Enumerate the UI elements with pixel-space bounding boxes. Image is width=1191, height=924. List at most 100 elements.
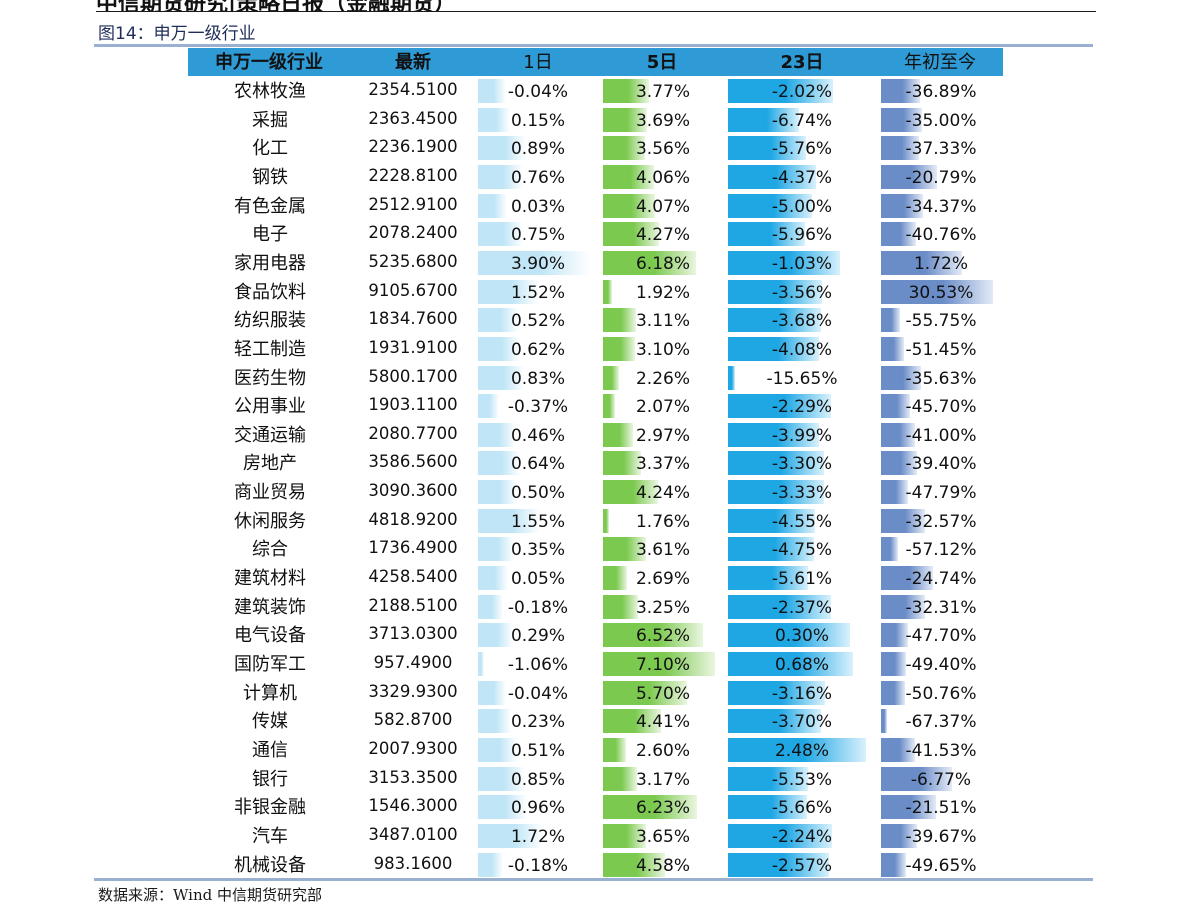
d1-cell: -0.18% xyxy=(478,594,598,619)
d5-bar xyxy=(603,107,648,132)
latest-value: 2007.9300 xyxy=(368,738,458,758)
d1-cell: 0.62% xyxy=(478,336,598,361)
d5-bar xyxy=(603,193,655,218)
d5-cell: 6.23% xyxy=(603,795,723,820)
industry-name: 公用事业 xyxy=(234,396,306,418)
d5-cell: 2.60% xyxy=(603,737,723,762)
d5-cell: 3.56% xyxy=(603,136,723,161)
d1-bar xyxy=(478,451,521,476)
d23-value: -5.61% xyxy=(771,569,833,590)
latest-value: 983.1600 xyxy=(373,853,453,873)
d23-value: -4.75% xyxy=(771,540,833,561)
latest-value: 2080.7700 xyxy=(368,423,458,443)
ytd-value: -37.33% xyxy=(905,139,977,160)
industry-name: 传媒 xyxy=(252,711,288,733)
d23-cell: -15.65% xyxy=(728,365,876,390)
industry-name: 钢铁 xyxy=(252,166,288,188)
d5-value: 1.92% xyxy=(635,282,690,303)
d23-value: -6.74% xyxy=(771,110,833,131)
d5-bar xyxy=(603,537,646,562)
d1-bar xyxy=(478,107,510,132)
d1-bar xyxy=(478,652,484,676)
d5-cell: 3.65% xyxy=(603,823,723,848)
d5-value: 6.18% xyxy=(635,253,690,274)
d23-bar xyxy=(728,537,814,562)
d1-value: -0.18% xyxy=(507,597,569,618)
d5-value: 6.23% xyxy=(635,798,690,819)
d1-bar xyxy=(478,823,544,848)
d23-cell: -3.16% xyxy=(728,680,876,705)
d23-bar xyxy=(728,823,832,848)
d23-cell: -5.66% xyxy=(728,795,876,820)
d1-cell: 0.15% xyxy=(478,107,598,132)
table-row: 农林牧渔 2354.5100 -0.04% 3.77% -2.02% -36.89% xyxy=(0,77,1191,106)
d5-cell: 3.69% xyxy=(603,107,723,132)
industry-name: 汽车 xyxy=(252,825,288,847)
table-row: 电子 2078.2400 0.75% 4.27% -5.96% -40.76% xyxy=(0,220,1191,249)
industry-name: 机械设备 xyxy=(234,854,306,876)
d5-cell: 2.69% xyxy=(603,566,723,591)
d5-value: 5.70% xyxy=(635,683,690,704)
d1-value: 0.52% xyxy=(510,311,565,332)
ytd-bar xyxy=(881,823,917,848)
d5-cell: 5.70% xyxy=(603,680,723,705)
d5-value: 3.56% xyxy=(635,139,690,160)
d1-cell: 0.89% xyxy=(478,136,598,161)
ytd-bar xyxy=(881,709,887,734)
d5-bar xyxy=(603,336,636,361)
latest-value: 582.8700 xyxy=(373,710,453,730)
ytd-value: -51.45% xyxy=(905,339,977,360)
d5-value: 1.76% xyxy=(635,511,690,532)
industry-name: 家用电器 xyxy=(234,252,306,274)
d1-value: -0.18% xyxy=(507,855,569,876)
table-row: 建筑材料 4258.5400 0.05% 2.69% -5.61% -24.74% xyxy=(0,564,1191,593)
d1-value: 0.83% xyxy=(510,368,565,389)
d5-cell: 4.27% xyxy=(603,222,723,247)
d23-value: -2.02% xyxy=(771,82,833,102)
ytd-cell: -35.63% xyxy=(881,365,1001,390)
table-row: 钢铁 2228.8100 0.76% 4.06% -4.37% -20.79% xyxy=(0,163,1191,192)
industry-name: 轻工制造 xyxy=(234,338,306,360)
d23-value: -2.57% xyxy=(771,855,833,876)
industry-name: 纺织服装 xyxy=(234,310,306,332)
ytd-bar xyxy=(881,852,907,877)
d23-cell: -6.74% xyxy=(728,107,876,132)
industry-name: 房地产 xyxy=(243,453,297,475)
d1-value: 0.51% xyxy=(510,740,565,761)
d5-bar xyxy=(603,365,619,390)
d1-cell: 0.76% xyxy=(478,164,598,189)
d1-bar xyxy=(478,508,540,533)
ytd-value: -34.37% xyxy=(905,196,977,217)
d1-bar xyxy=(478,852,503,877)
industry-name: 建筑材料 xyxy=(234,568,306,590)
ytd-bar xyxy=(881,107,922,132)
table-row: 食品饮料 9105.6700 1.52% 1.92% -3.56% 30.53% xyxy=(0,278,1191,307)
ytd-bar xyxy=(881,537,899,562)
ytd-cell: -49.65% xyxy=(881,852,1001,877)
d5-bar xyxy=(603,136,645,161)
d23-cell: 0.68% xyxy=(728,652,876,676)
latest-value: 1546.3000 xyxy=(368,796,458,816)
d1-cell: 0.75% xyxy=(478,222,598,247)
d1-value: -0.37% xyxy=(507,397,569,418)
ytd-cell: -6.77% xyxy=(881,766,1001,791)
d5-value: 2.26% xyxy=(635,368,690,389)
ytd-cell: 30.53% xyxy=(881,279,1001,304)
d23-bar xyxy=(728,566,808,591)
table-row: 公用事业 1903.1100 -0.37% 2.07% -2.29% -45.70% xyxy=(0,392,1191,421)
d23-value: -2.37% xyxy=(771,597,833,618)
d1-bar xyxy=(478,680,506,705)
d1-value: 0.05% xyxy=(510,569,565,590)
ytd-cell: -32.57% xyxy=(881,508,1001,533)
d5-cell: 2.97% xyxy=(603,422,723,447)
d1-bar xyxy=(478,250,590,275)
d5-bar xyxy=(603,279,613,304)
d5-value: 4.24% xyxy=(635,483,690,504)
latest-value: 3487.0100 xyxy=(368,824,458,844)
d5-cell: 3.17% xyxy=(603,766,723,791)
table-row: 有色金属 2512.9100 0.03% 4.07% -5.00% -34.37% xyxy=(0,192,1191,221)
d23-value: 2.48% xyxy=(774,740,829,761)
ytd-value: -40.76% xyxy=(905,225,977,246)
ytd-cell: -49.40% xyxy=(881,652,1001,676)
ytd-value: -32.31% xyxy=(905,597,977,618)
